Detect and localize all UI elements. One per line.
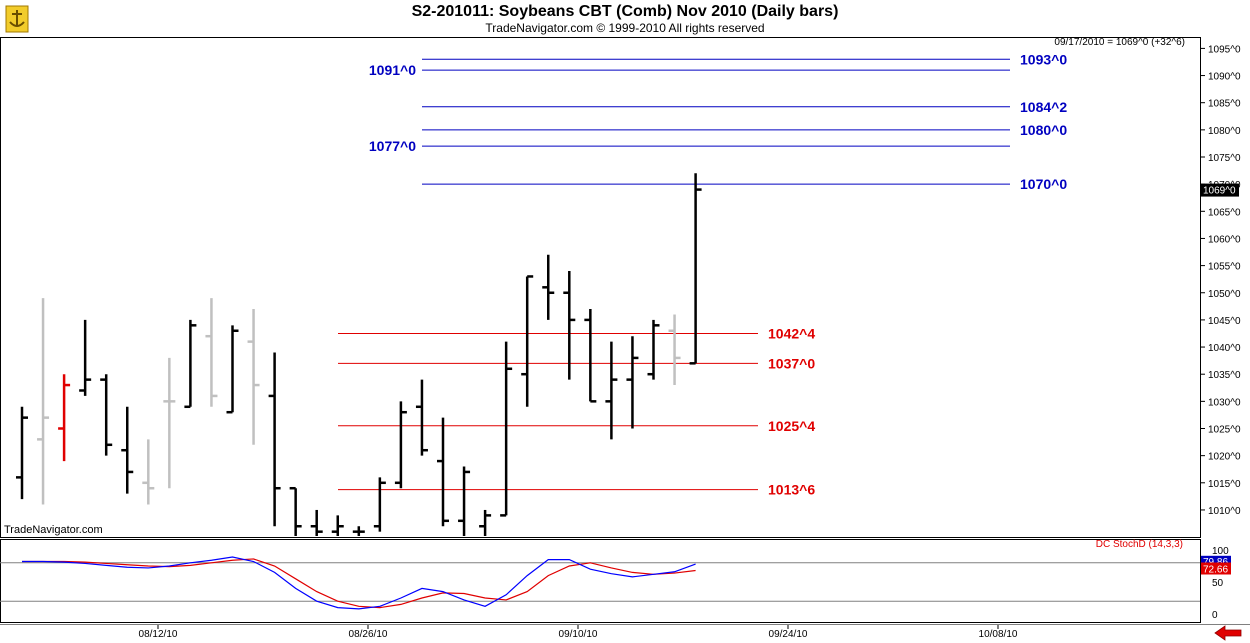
level-label: 1084^2	[1020, 99, 1067, 115]
price-tick-label: 1090^0	[1208, 72, 1241, 83]
stoch-k-flag	[1201, 555, 1231, 567]
ohlc-bar	[310, 509, 323, 536]
date-tick-label: 09/24/10	[769, 629, 808, 640]
stoch-k-value: 79.86	[1203, 557, 1228, 568]
ohlc-bar	[563, 271, 576, 380]
stoch-tick-label: 50	[1212, 578, 1224, 589]
ohlc-bar	[584, 309, 597, 403]
stoch-d-line	[22, 558, 696, 609]
price-tick-label: 1065^0	[1208, 207, 1241, 218]
level-label: 1080^0	[1020, 122, 1067, 138]
ohlc-bar	[626, 336, 639, 429]
ohlc-bar	[205, 298, 218, 407]
ohlc-bar	[500, 341, 513, 517]
ohlc-bar	[415, 379, 428, 456]
level-label: 1070^0	[1020, 176, 1067, 192]
anchor-logo-icon	[5, 5, 29, 33]
last-price-label: 1069^0	[1203, 186, 1236, 197]
level-label: 1013^6	[768, 482, 815, 498]
stoch-k-line	[22, 556, 696, 610]
ohlc-bar	[79, 319, 92, 396]
ohlc-bar	[268, 352, 281, 527]
price-tick-label: 1060^0	[1208, 234, 1241, 245]
price-tick-label: 1095^0	[1208, 44, 1241, 55]
ohlc-bar	[37, 298, 50, 505]
price-tick-label: 1075^0	[1208, 153, 1241, 164]
ohlc-bar	[647, 319, 660, 380]
stoch-tick-label: 0	[1212, 610, 1218, 621]
date-tick-label: 09/10/10	[559, 629, 598, 640]
level-label: 1077^0	[369, 138, 416, 154]
price-tick-label: 1055^0	[1208, 262, 1241, 273]
stoch-d-flag	[1201, 562, 1231, 575]
ohlc-bar	[142, 439, 155, 505]
price-pane-frame	[0, 37, 1201, 538]
level-label: 1025^4	[768, 418, 815, 434]
ohlc-bar	[394, 401, 407, 489]
scroll-back-arrow-icon[interactable]	[1213, 625, 1243, 641]
ohlc-bar	[479, 509, 492, 536]
price-tick-label: 1015^0	[1208, 479, 1241, 490]
ohlc-bar	[331, 515, 344, 536]
ohlc-bar	[373, 477, 386, 532]
level-label: 1093^0	[1020, 51, 1067, 67]
level-label: 1042^4	[768, 325, 815, 341]
date-tick-label: 08/26/10	[349, 629, 388, 640]
price-tick-label: 1020^0	[1208, 452, 1241, 463]
price-tick-label: 1045^0	[1208, 316, 1241, 327]
price-tick-label: 1030^0	[1208, 397, 1241, 408]
copyright-subtitle: TradeNavigator.com © 1999-2010 All right…	[485, 21, 765, 35]
ohlc-bar	[226, 325, 239, 414]
watermark: TradeNavigator.com	[4, 524, 103, 536]
ohlc-bar	[605, 341, 618, 440]
last-price-flag	[1201, 183, 1239, 197]
price-tick-label: 1035^0	[1208, 370, 1241, 381]
price-tick-label: 1040^0	[1208, 343, 1241, 354]
ohlc-bar	[689, 173, 702, 365]
price-tick-label: 1025^0	[1208, 425, 1241, 436]
ohlc-bar	[121, 406, 134, 494]
date-tick-label: 08/12/10	[139, 629, 178, 640]
date-tick-label: 10/08/10	[979, 629, 1018, 640]
ohlc-bar	[58, 374, 71, 462]
price-tick-label: 1010^0	[1208, 506, 1241, 517]
price-readout: 09/17/2010 = 1069^0 (+32^6)	[1054, 37, 1185, 48]
ohlc-bar	[542, 254, 555, 320]
ohlc-bar	[458, 466, 471, 536]
ohlc-bar	[437, 417, 449, 527]
level-label: 1037^0	[768, 355, 815, 371]
ohlc-bar	[289, 486, 302, 536]
price-tick-label: 1085^0	[1208, 99, 1241, 110]
ohlc-bar	[163, 357, 176, 489]
chart-title: S2-201011: Soybeans CBT (Comb) Nov 2010 …	[411, 3, 839, 20]
ohlc-bar	[668, 314, 681, 386]
ohlc-bar	[100, 374, 113, 456]
ohlc-bar	[352, 526, 365, 536]
ohlc-bar	[16, 406, 28, 500]
price-tick-label: 1080^0	[1208, 126, 1241, 137]
stoch-tick-label: 100	[1212, 546, 1229, 557]
stoch-d-value: 72.66	[1203, 564, 1228, 575]
price-tick-label: 1050^0	[1208, 289, 1241, 300]
ohlc-bar	[184, 319, 197, 409]
date-axis-band	[0, 625, 1250, 643]
ohlc-bar	[247, 309, 260, 445]
indicator-label: DC StochD (14,3,3)	[1095, 539, 1183, 550]
ohlc-bar	[521, 275, 534, 407]
level-label: 1091^0	[369, 62, 416, 78]
indicator-pane-frame	[0, 539, 1201, 623]
